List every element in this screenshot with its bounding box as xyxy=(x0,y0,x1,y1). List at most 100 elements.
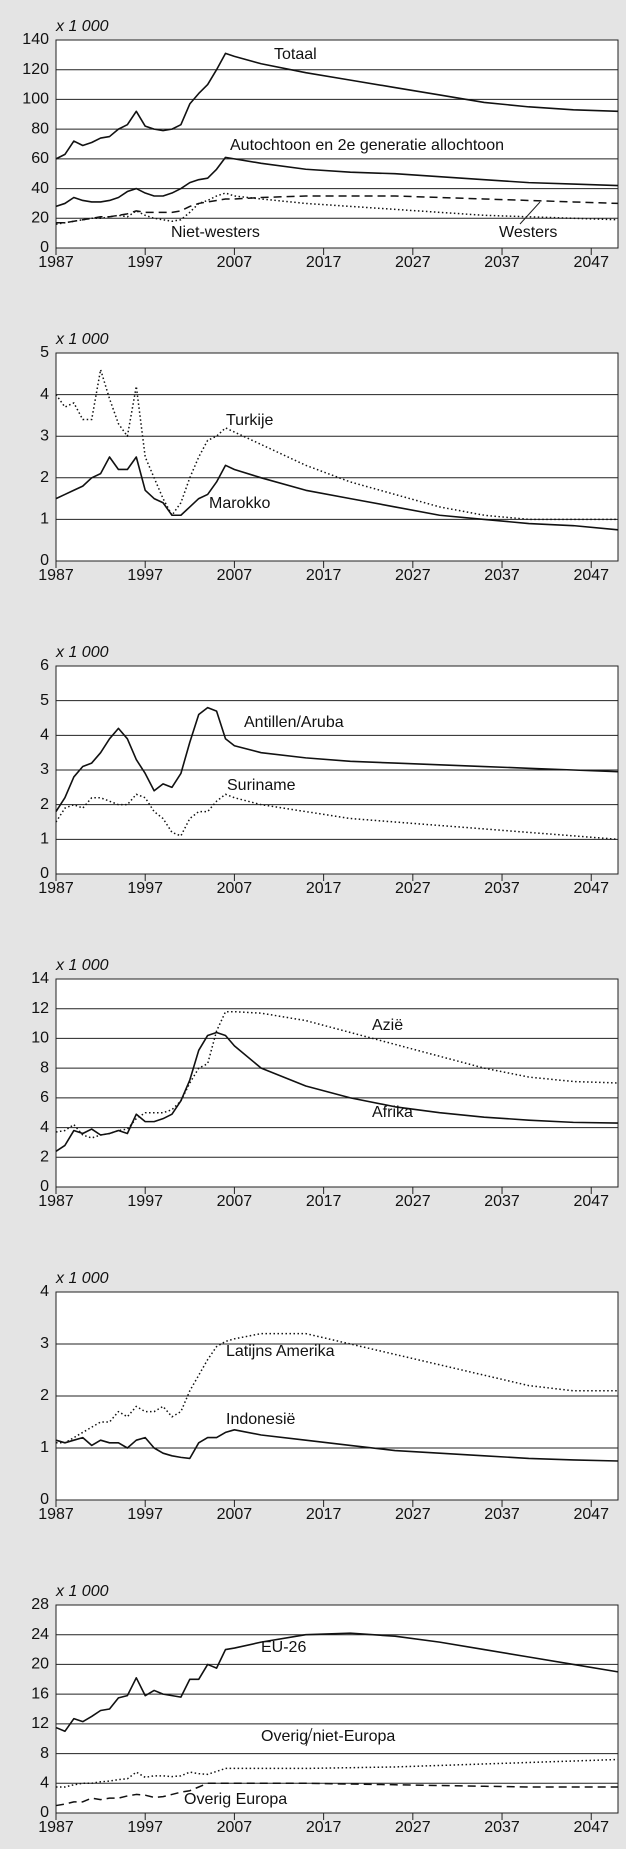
series-label: Indonesië xyxy=(226,1411,295,1428)
y-tick-label: 28 xyxy=(31,1596,49,1613)
line-series xyxy=(55,1632,619,1733)
y-tick-label: 5 xyxy=(40,344,49,361)
y-tick-label: 14 xyxy=(31,970,49,987)
y-tick-label: 12 xyxy=(31,1715,49,1732)
x-tick-label: 2047 xyxy=(573,254,609,271)
y-tick-label: 3 xyxy=(40,761,49,778)
y-tick-label: 0 xyxy=(40,1804,49,1821)
y-tick-label: 0 xyxy=(40,552,49,569)
y-tick-label: 4 xyxy=(40,727,49,744)
x-tick-label: 2027 xyxy=(395,880,431,897)
x-tick-label: 2027 xyxy=(395,1193,431,1210)
y-tick-label: 16 xyxy=(31,1685,49,1702)
y-tick-label: 4 xyxy=(40,1775,49,1792)
line-series xyxy=(55,52,619,160)
line-series xyxy=(56,1758,619,1788)
y-tick-label: 0 xyxy=(40,865,49,882)
x-tick-label: 2047 xyxy=(573,1506,609,1523)
line-series xyxy=(55,1429,619,1462)
x-tick-label: 2007 xyxy=(217,567,253,584)
y-tick-label: 20 xyxy=(31,210,49,227)
series-label: Niet-westers xyxy=(171,224,260,241)
line-series xyxy=(56,1332,618,1444)
x-tick-label: 2027 xyxy=(395,567,431,584)
line-series xyxy=(55,456,619,531)
y-tick-label: 2 xyxy=(40,1387,49,1404)
y-tick-label: 12 xyxy=(31,1000,49,1017)
series-label: Totaal xyxy=(274,46,317,63)
x-tick-label: 2017 xyxy=(306,254,342,271)
series-label: Antillen/Aruba xyxy=(244,714,344,731)
plot-area xyxy=(56,353,618,561)
x-tick-label: 1997 xyxy=(127,1819,163,1836)
x-tick-label: 2037 xyxy=(484,254,520,271)
series-label: Westers xyxy=(499,224,557,241)
line-series xyxy=(55,706,619,813)
x-tick-label: 1997 xyxy=(127,567,163,584)
series-label: Azië xyxy=(372,1017,403,1034)
x-tick-label: 2007 xyxy=(217,880,253,897)
y-unit-label: x 1 000 xyxy=(55,18,109,35)
x-tick-label: 2007 xyxy=(217,1819,253,1836)
y-tick-label: 0 xyxy=(40,239,49,256)
y-tick-label: 1 xyxy=(40,511,49,528)
y-tick-label: 8 xyxy=(40,1745,49,1762)
x-tick-label: 2007 xyxy=(217,1506,253,1523)
x-tick-label: 2027 xyxy=(395,254,431,271)
series-label: Overig Europa xyxy=(184,1791,287,1808)
series-label: Marokko xyxy=(209,495,270,512)
x-tick-label: 1987 xyxy=(38,880,74,897)
y-unit-label: x 1 000 xyxy=(55,1583,109,1600)
series-label: Latijns Amerika xyxy=(226,1343,335,1360)
plot-area xyxy=(56,979,618,1187)
x-tick-label: 2017 xyxy=(306,1193,342,1210)
series-label: Overig niet-Europa xyxy=(261,1728,395,1745)
x-tick-label: 2017 xyxy=(306,1819,342,1836)
y-tick-label: 4 xyxy=(40,386,49,403)
x-tick-label: 1997 xyxy=(127,1193,163,1210)
y-tick-label: 80 xyxy=(31,120,49,137)
x-tick-label: 2047 xyxy=(573,1819,609,1836)
line-series xyxy=(55,1782,618,1807)
series-label: Afrika xyxy=(372,1104,413,1121)
plot-frame xyxy=(55,352,619,562)
x-tick-label: 2047 xyxy=(573,880,609,897)
y-tick-label: 24 xyxy=(31,1626,49,1643)
plot-frame xyxy=(55,1604,619,1814)
y-unit-label: x 1 000 xyxy=(55,957,109,974)
y-tick-label: 4 xyxy=(40,1119,49,1136)
x-tick-label: 2037 xyxy=(484,567,520,584)
plot-frame xyxy=(55,665,619,875)
x-tick-label: 2027 xyxy=(395,1819,431,1836)
x-tick-label: 2017 xyxy=(306,880,342,897)
y-unit-label: x 1 000 xyxy=(55,644,109,661)
y-tick-label: 2 xyxy=(40,1149,49,1166)
line-series xyxy=(55,192,619,225)
x-tick-label: 2037 xyxy=(484,1506,520,1523)
x-tick-label: 2037 xyxy=(484,1193,520,1210)
y-tick-label: 4 xyxy=(40,1283,49,1300)
y-tick-label: 0 xyxy=(40,1178,49,1195)
line-series xyxy=(55,156,619,208)
x-tick-label: 2047 xyxy=(573,1193,609,1210)
plot-frame xyxy=(55,1291,619,1501)
x-tick-label: 2027 xyxy=(395,1506,431,1523)
series-label: Suriname xyxy=(227,777,296,794)
x-tick-label: 1987 xyxy=(38,567,74,584)
line-series xyxy=(55,793,619,841)
y-tick-label: 6 xyxy=(40,657,49,674)
x-tick-label: 2037 xyxy=(484,880,520,897)
y-tick-label: 140 xyxy=(22,31,49,48)
x-tick-label: 1987 xyxy=(38,254,74,271)
series-label: Autochtoon en 2e generatie allochtoon xyxy=(230,137,504,154)
label-leader xyxy=(519,201,541,225)
y-tick-label: 40 xyxy=(31,180,49,197)
plot-frame xyxy=(55,39,619,249)
y-tick-label: 0 xyxy=(40,1491,49,1508)
plot-area xyxy=(56,1605,618,1813)
y-tick-label: 20 xyxy=(31,1656,49,1673)
series-label: Turkije xyxy=(226,412,274,429)
x-tick-label: 1997 xyxy=(127,254,163,271)
line-series xyxy=(56,195,619,224)
